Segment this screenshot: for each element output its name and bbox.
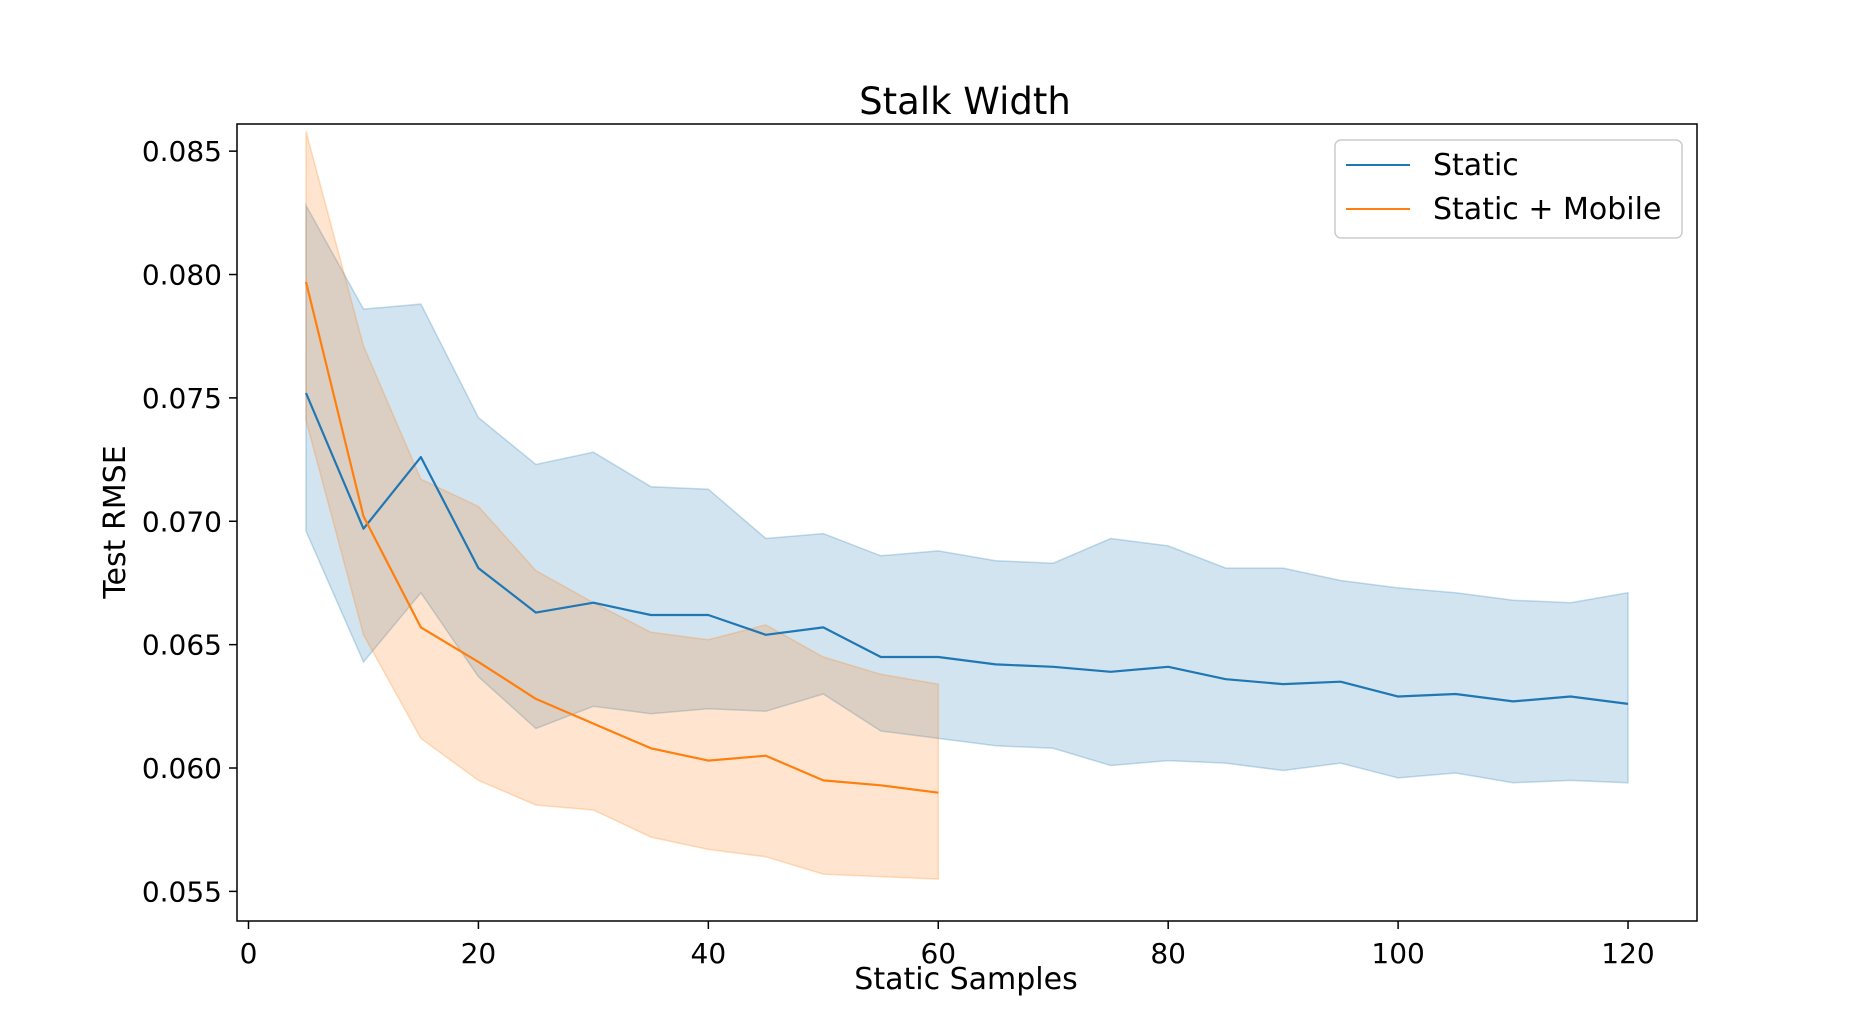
plot-frame — [236, 123, 1698, 922]
y-tick-label: 0.080 — [142, 259, 222, 292]
chart-title: Stalk Width — [859, 80, 1071, 123]
legend-box — [1334, 139, 1683, 239]
y-axis-label: Test RMSE — [98, 445, 133, 599]
confidence-bands — [305, 131, 1629, 880]
x-tick-label: 80 — [1150, 937, 1186, 970]
series-lines — [304, 281, 1629, 794]
y-tick-label: 0.085 — [142, 135, 222, 168]
y-tick-label: 0.055 — [142, 875, 222, 908]
x-tick-label: 120 — [1601, 937, 1654, 970]
confidence-band-0 — [305, 202, 1629, 784]
y-tick-label: 0.075 — [142, 382, 222, 415]
y-tick-label: 0.070 — [142, 505, 222, 538]
y-tick-label: 0.060 — [142, 752, 222, 785]
x-tick-label: 100 — [1371, 937, 1424, 970]
series-line-0 — [304, 392, 1629, 705]
axis-ticks: 0 20 40 60 80 100 120 0.055 0.060 0.065 0.070 0.075… — [142, 135, 1655, 970]
x-tick-label: 20 — [461, 937, 497, 970]
x-axis-label: Static Samples — [854, 962, 1077, 997]
legend-label-static: Static — [1433, 148, 1519, 183]
legend-label-static-mobile: Static + Mobile — [1433, 192, 1661, 227]
x-tick-label: 60 — [920, 937, 956, 970]
legend: Static Static + Mobile — [1334, 139, 1683, 239]
y-tick-label: 0.065 — [142, 629, 222, 662]
confidence-band-1 — [305, 131, 940, 880]
series-line-1 — [304, 281, 939, 794]
x-tick-label: 0 — [240, 937, 258, 970]
x-tick-label: 40 — [691, 937, 727, 970]
